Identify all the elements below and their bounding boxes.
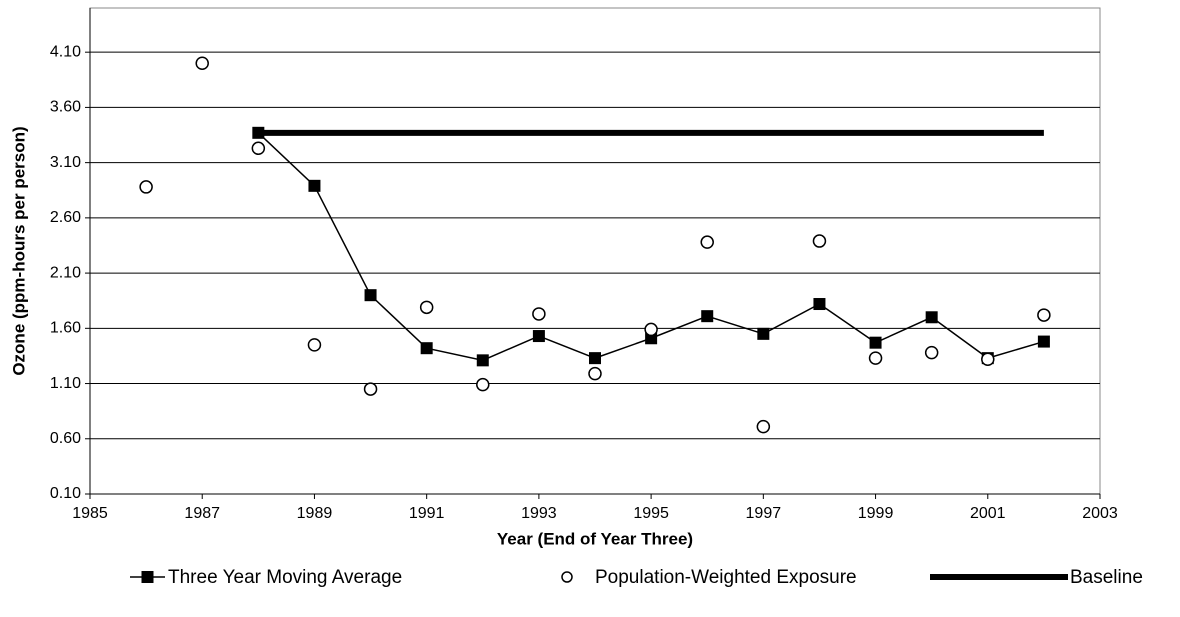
x-tick-label: 1997: [746, 505, 782, 522]
circle-marker: [924, 345, 939, 360]
square-marker: [869, 336, 882, 349]
circle-marker: [307, 338, 322, 352]
square-marker: [308, 179, 321, 192]
circle-marker: [868, 351, 883, 365]
circle-marker: [1037, 308, 1051, 322]
square-marker: [1037, 335, 1050, 348]
circle-marker: [476, 377, 490, 392]
y-tick-label: 2.10: [50, 264, 81, 281]
x-tick-label: 2001: [970, 505, 1006, 522]
y-tick-label: 0.10: [50, 485, 81, 502]
x-tick-label: 1987: [184, 505, 220, 522]
circle-marker: [532, 307, 546, 321]
circle-marker: [251, 141, 266, 156]
circle-marker: [419, 300, 434, 315]
square-marker: [252, 126, 265, 139]
x-tick-label: 1993: [521, 505, 557, 522]
square-marker: [420, 342, 433, 355]
square-marker: [757, 327, 770, 340]
square-marker: [925, 311, 938, 324]
circle-marker: [812, 234, 827, 248]
circle-marker: [588, 366, 602, 381]
y-tick-label: 3.60: [50, 99, 81, 116]
circle-marker: [756, 419, 771, 434]
x-axis-title: Year (End of Year Three): [497, 529, 693, 548]
legend-marker: [561, 571, 573, 583]
x-tick-label: 1985: [72, 505, 108, 522]
circle-marker: [195, 56, 209, 70]
x-tick-label: 1989: [297, 505, 333, 522]
plot-border: [89, 7, 1101, 495]
square-marker: [141, 571, 154, 583]
square-marker: [589, 352, 601, 365]
circle-marker: [700, 235, 714, 249]
square-marker: [813, 298, 826, 311]
y-tick-label: 3.10: [50, 154, 81, 171]
legend-label: Population-Weighted Exposure: [595, 567, 857, 588]
square-marker: [701, 310, 714, 323]
x-tick-label: 2003: [1082, 505, 1118, 522]
y-tick-label: 1.60: [50, 320, 81, 337]
y-tick-label: 2.60: [50, 209, 81, 226]
square-marker: [364, 289, 377, 302]
circle-marker: [981, 352, 995, 366]
y-tick-label: 1.10: [50, 375, 81, 392]
square-marker: [532, 330, 545, 343]
x-tick-label: 1999: [858, 505, 894, 522]
circle-marker: [363, 382, 378, 396]
square-marker: [476, 354, 489, 367]
x-tick-label: 1991: [409, 505, 445, 522]
y-tick-label: 0.60: [50, 430, 81, 447]
circle-marker: [644, 322, 658, 337]
y-tick-label: 4.10: [50, 43, 81, 60]
y-axis-title: Ozone (ppm-hours per person): [9, 126, 28, 375]
x-tick-label: 1995: [633, 505, 669, 522]
legend-label: Three Year Moving Average: [168, 567, 402, 588]
legend-label: Baseline: [1070, 567, 1143, 588]
circle-marker: [139, 180, 153, 194]
